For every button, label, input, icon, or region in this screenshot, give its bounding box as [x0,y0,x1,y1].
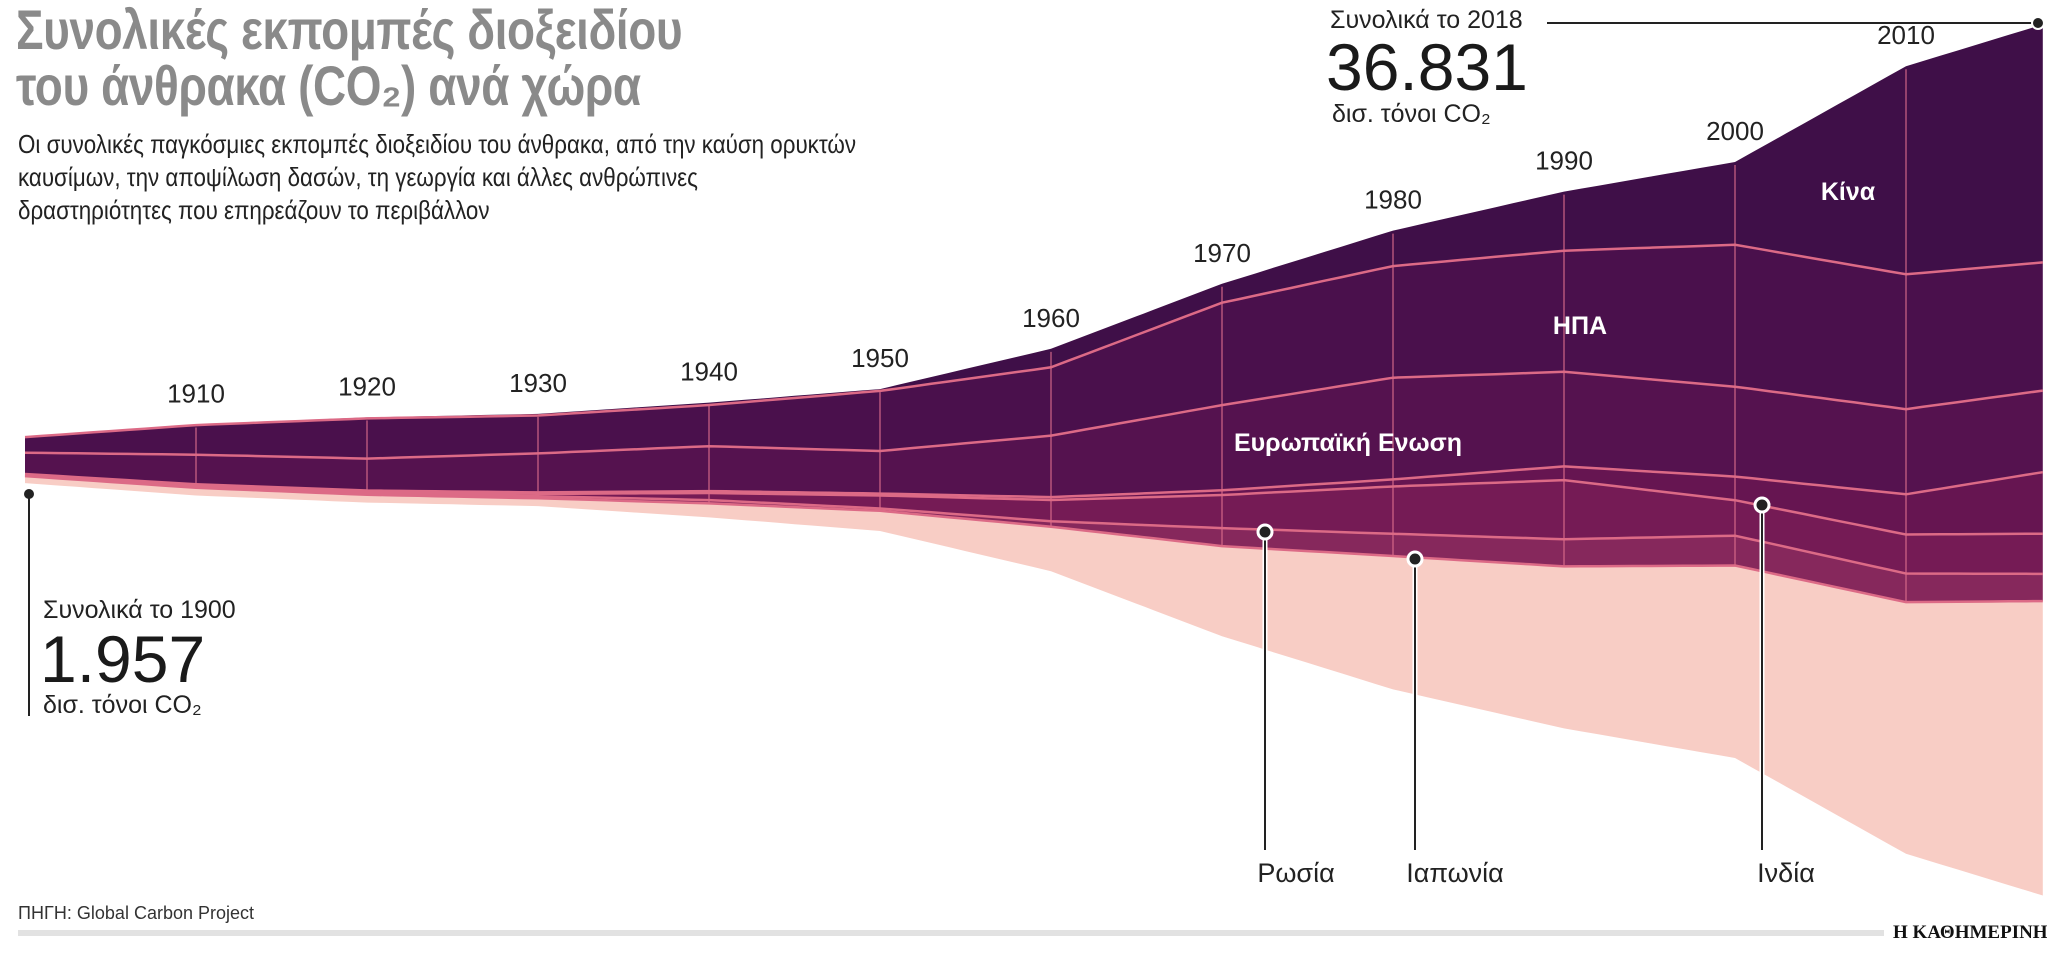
label-russia: Ρωσία [1257,858,1334,888]
page-title: Συνολικές εκπομπές διοξειδίου του άνθρακ… [16,0,683,117]
end-value: 36.831 [1326,30,1528,104]
stream-band-russia [25,474,2043,574]
decade-label: 1980 [1364,185,1422,215]
start-label: Συνολικά το 1900 [43,596,236,624]
label-usa: ΗΠΑ [1553,312,1607,340]
subtitle-line-1: Οι συνολικές παγκόσμιες εκπομπές διοξειδ… [18,129,857,159]
stream-layers [25,24,2043,896]
stream-band-usa [25,244,2043,459]
callout-india: Ινδία [1753,496,1815,888]
label-japan: Ιαπωνία [1406,858,1504,888]
label-china: Κίνα [1821,178,1876,206]
title-line-1: Συνολικές εκπομπές διοξειδίου [16,0,683,61]
end-label: Συνολικά το 2018 [1330,6,1523,34]
callout-japan: Ιαπωνία [1406,550,1504,888]
end-unit: δισ. τόνοι CO₂ [1332,100,1491,128]
subtitle-line-3: δραστηριότητες που επηρεάζουν το περιβάλ… [18,195,490,225]
band-separators [24,243,2043,604]
annotation-1900: Συνολικά το 1900 1.957 δισ. τόνοι CO₂ [24,489,236,719]
marker-dot [24,489,34,499]
marker-dot [1406,550,1424,568]
band-separator [24,474,2043,604]
marker-dot [2031,16,2045,30]
band-separator [24,370,2043,460]
annotation-2018: Συνολικά το 2018 36.831 δισ. τόνοι CO₂ [1326,6,2045,128]
stream-band-eu [25,371,2043,498]
band-separator [24,243,2043,439]
decade-labels: 1910 1920 1930 1940 1950 1960 1970 1980 1990 2000… [167,20,1935,408]
brand-logo: Η ΚΑΘΗΜΕΡΙΝΗ [1893,922,2047,943]
decade-label: 1960 [1022,303,1080,333]
decade-label: 1940 [680,357,738,387]
start-value: 1.957 [40,622,205,696]
marker-dot [1256,523,1274,541]
subtitle: Οι συνολικές παγκόσμιες εκπομπές διοξειδ… [18,128,856,227]
decade-label: 1970 [1193,238,1251,268]
title-line-2: του άνθρακα (CO₂) ανά χώρα [16,54,641,117]
marker-dot [1753,496,1771,514]
subtitle-line-2: καυσίμων, την αποψίλωση δασών, τη γεωργί… [18,162,698,192]
band-separator [24,473,2043,536]
decade-label: 1930 [509,368,567,398]
footer-divider [18,930,1884,936]
stream-band-rest [25,476,2043,896]
decade-label: 1990 [1535,146,1593,176]
stream-band-china [25,24,2043,438]
decade-label: 1920 [338,371,396,401]
decade-label: 2000 [1706,116,1764,146]
decade-label: 1950 [851,343,909,373]
source-note: ΠΗΓΗ: Global Carbon Project [18,903,255,923]
decade-label: 2010 [1877,20,1935,50]
decade-label: 1910 [167,379,225,409]
band-separator [24,474,2043,576]
label-eu: Ευρωπαϊκή Ενωση [1234,429,1462,457]
callout-russia: Ρωσία [1256,523,1335,888]
label-india: Ινδία [1757,858,1815,888]
start-unit: δισ. τόνοι CO₂ [43,691,202,719]
